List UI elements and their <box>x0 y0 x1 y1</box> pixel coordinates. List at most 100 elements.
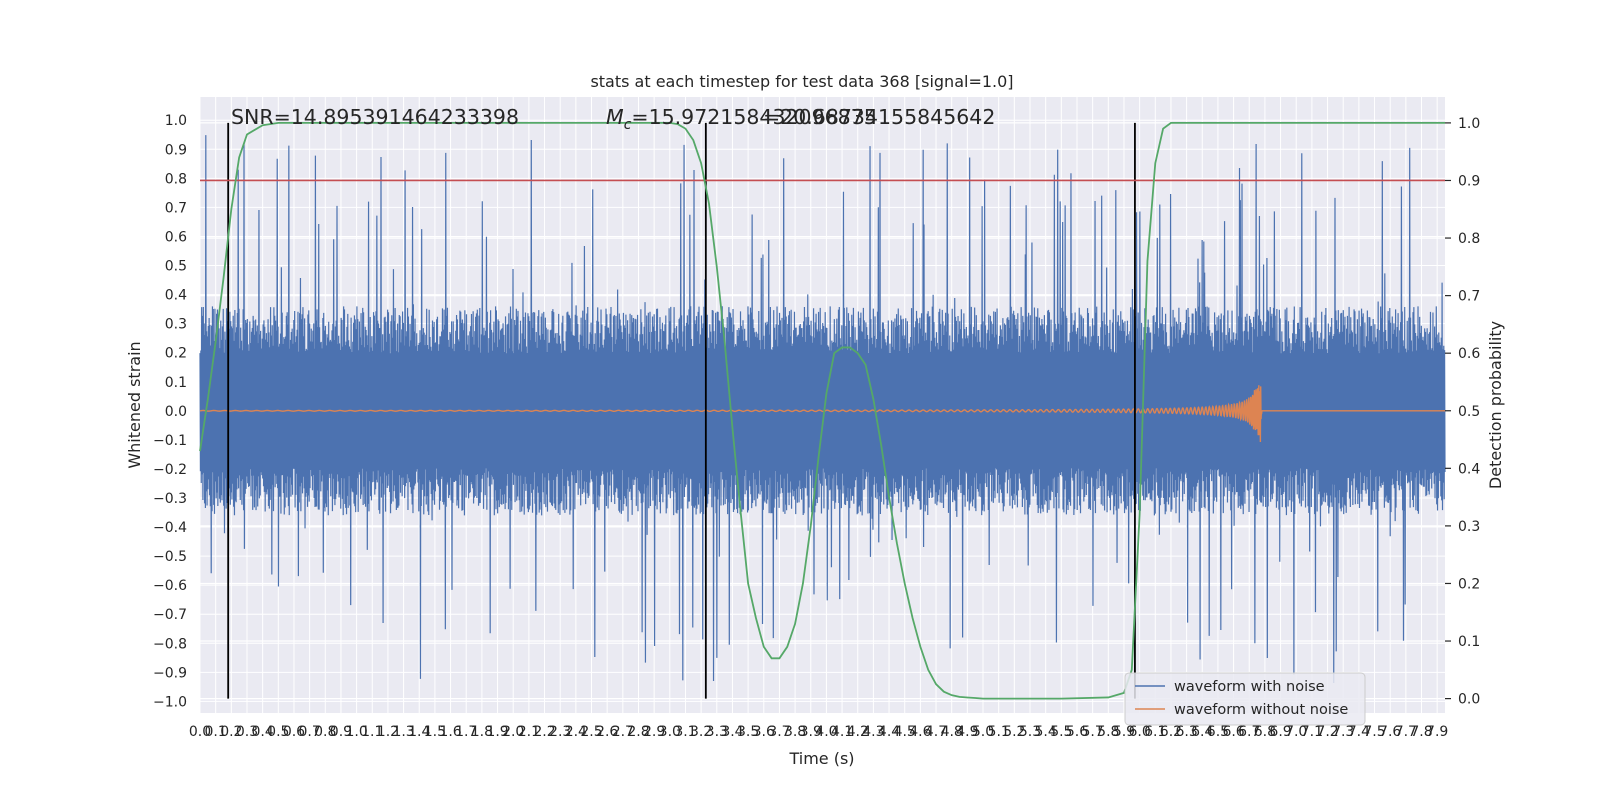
x-tick-label: 4.1 <box>831 724 853 740</box>
y2-tick-label: 0.1 <box>1458 634 1480 650</box>
x-tick-label: 1.8 <box>471 724 493 740</box>
x-tick-label: 6.7 <box>1238 724 1260 740</box>
x-tick-label: 7.6 <box>1379 724 1401 740</box>
x-tick-label: 7.2 <box>1316 724 1338 740</box>
y-tick-labels: 1.0 0.9 0.8 0.7 0.6 0.5 0.4 0.3 0.2 0.1 0.0 −0.1 −0.… <box>153 113 187 710</box>
x-tick-label: 4.2 <box>847 724 869 740</box>
x-tick-label: 2.7 <box>612 724 634 740</box>
y-tick-label: −0.9 <box>153 665 187 681</box>
y-tick-label: 0.0 <box>165 404 187 420</box>
x-tick-label: 4.9 <box>956 724 978 740</box>
x-tick-label: 2.8 <box>627 724 649 740</box>
x-tick-label: 5.5 <box>1050 724 1072 740</box>
y2-tick-label: 0.6 <box>1458 346 1480 362</box>
y-tick-label: −0.3 <box>153 491 187 507</box>
y2-tick-label: 0.2 <box>1458 576 1480 592</box>
x-tick-label: 2.6 <box>596 724 618 740</box>
y-tick-label: −0.7 <box>153 607 187 623</box>
x-tick-label: 6.8 <box>1254 724 1276 740</box>
x-tick-label: 4.7 <box>925 724 947 740</box>
legend: waveform with noise waveform without noi… <box>1124 672 1366 726</box>
y-tick-label: 0.3 <box>165 317 187 333</box>
y-tick-label: −0.1 <box>153 433 187 449</box>
x-tick-label: 7.0 <box>1285 724 1307 740</box>
x-tick-label: 7.5 <box>1363 724 1385 740</box>
x-tick-label: 4.5 <box>894 724 916 740</box>
overlap-annotation: =20.68734155845642 <box>763 105 995 129</box>
y-tick-label: −0.6 <box>153 578 187 594</box>
x-tick-label: 1.6 <box>439 724 461 740</box>
x-tick-label: 7.8 <box>1410 724 1432 740</box>
x-tick-label: 1.0 <box>345 724 367 740</box>
x-tick-label: 2.2 <box>533 724 555 740</box>
x-tick-label: 3.3 <box>706 724 728 740</box>
y-tick-label: 1.0 <box>165 113 187 129</box>
y2-tick-label: 0.8 <box>1458 231 1480 247</box>
x-tick-label: 1.7 <box>455 724 477 740</box>
x-tick-label: 0.0 <box>189 724 211 740</box>
x-tick-label: 0.6 <box>283 724 305 740</box>
y-tick-label: −0.8 <box>153 636 187 652</box>
x-tick-label: 6.2 <box>1160 724 1182 740</box>
x-tick-label: 3.5 <box>737 724 759 740</box>
detection-probability-line <box>199 122 1445 700</box>
x-tick-label: 3.8 <box>784 724 806 740</box>
x-tick-label: 1.5 <box>424 724 446 740</box>
x-tick-label: 1.2 <box>377 724 399 740</box>
x-tick-label: 7.9 <box>1426 724 1448 740</box>
x-tick-label: 5.6 <box>1066 724 1088 740</box>
y-tick-label: 0.1 <box>165 375 187 391</box>
y2-tick-label: 0.3 <box>1458 519 1480 535</box>
x-tick-label: 0.1 <box>205 724 227 740</box>
x-tick-label: 0.2 <box>220 724 242 740</box>
x-tick-label: 2.9 <box>643 724 665 740</box>
y2-tick-label: 0.4 <box>1458 461 1480 477</box>
x-tick-label: 0.9 <box>330 724 352 740</box>
x-tick-label: 1.3 <box>392 724 414 740</box>
x-tick-label: 2.0 <box>502 724 524 740</box>
y-tick-label: 0.8 <box>165 171 187 187</box>
x-tick-label: 2.5 <box>580 724 602 740</box>
legend-label-waveform-without-noise: waveform without noise <box>1174 702 1348 718</box>
y2-tick-label: 0.7 <box>1458 289 1480 305</box>
x-tick-label: 6.5 <box>1207 724 1229 740</box>
x-tick-label: 0.7 <box>298 724 320 740</box>
y2-tick-label: 1.0 <box>1458 116 1480 132</box>
snr-annotation: SNR=14.895391464233398 <box>231 105 519 129</box>
x-tick-label: 2.4 <box>565 724 587 740</box>
y2-tick-labels: 1.0 0.9 0.8 0.7 0.6 0.5 0.4 0.3 0.2 0.1 0.0 <box>1445 116 1480 708</box>
waveform-without-noise-line <box>199 385 1445 442</box>
y-tick-label: 0.2 <box>165 346 187 362</box>
x-tick-label: 7.3 <box>1332 724 1354 740</box>
x-tick-label: 5.7 <box>1082 724 1104 740</box>
x-tick-label: 1.4 <box>408 724 430 740</box>
series-waveform-without-noise <box>199 385 1445 442</box>
x-tick-label: 2.3 <box>549 724 571 740</box>
x-tick-label: 6.3 <box>1175 724 1197 740</box>
x-tick-label: 5.2 <box>1003 724 1025 740</box>
x-tick-label: 3.9 <box>800 724 822 740</box>
y2-axis-label: Detection probability <box>1486 321 1505 489</box>
x-tick-label: 5.4 <box>1035 724 1057 740</box>
y-tick-label: 0.6 <box>165 229 187 245</box>
x-tick-label: 6.0 <box>1128 724 1150 740</box>
y-tick-label: −1.0 <box>153 694 187 710</box>
chart-title: stats at each timestep for test data 368… <box>590 72 1013 91</box>
x-tick-label: 6.6 <box>1222 724 1244 740</box>
x-tick-label: 3.1 <box>674 724 696 740</box>
x-tick-label: 3.2 <box>690 724 712 740</box>
x-tick-label: 5.3 <box>1019 724 1041 740</box>
legend-box <box>1124 672 1366 726</box>
y2-tick-label: 0.9 <box>1458 173 1480 189</box>
x-tick-label: 0.5 <box>267 724 289 740</box>
y-tick-label: −0.2 <box>153 462 187 478</box>
y-tick-label: −0.4 <box>153 520 187 536</box>
x-tick-label: 4.3 <box>862 724 884 740</box>
x-tick-label: 3.7 <box>768 724 790 740</box>
y2-tick-label: 0.5 <box>1458 404 1480 420</box>
x-tick-label: 4.8 <box>941 724 963 740</box>
x-axis-label: Time (s) <box>788 749 854 768</box>
x-tick-label: 5.8 <box>1097 724 1119 740</box>
x-tick-label: 0.3 <box>236 724 258 740</box>
waveform-with-noise-line <box>199 135 1446 684</box>
